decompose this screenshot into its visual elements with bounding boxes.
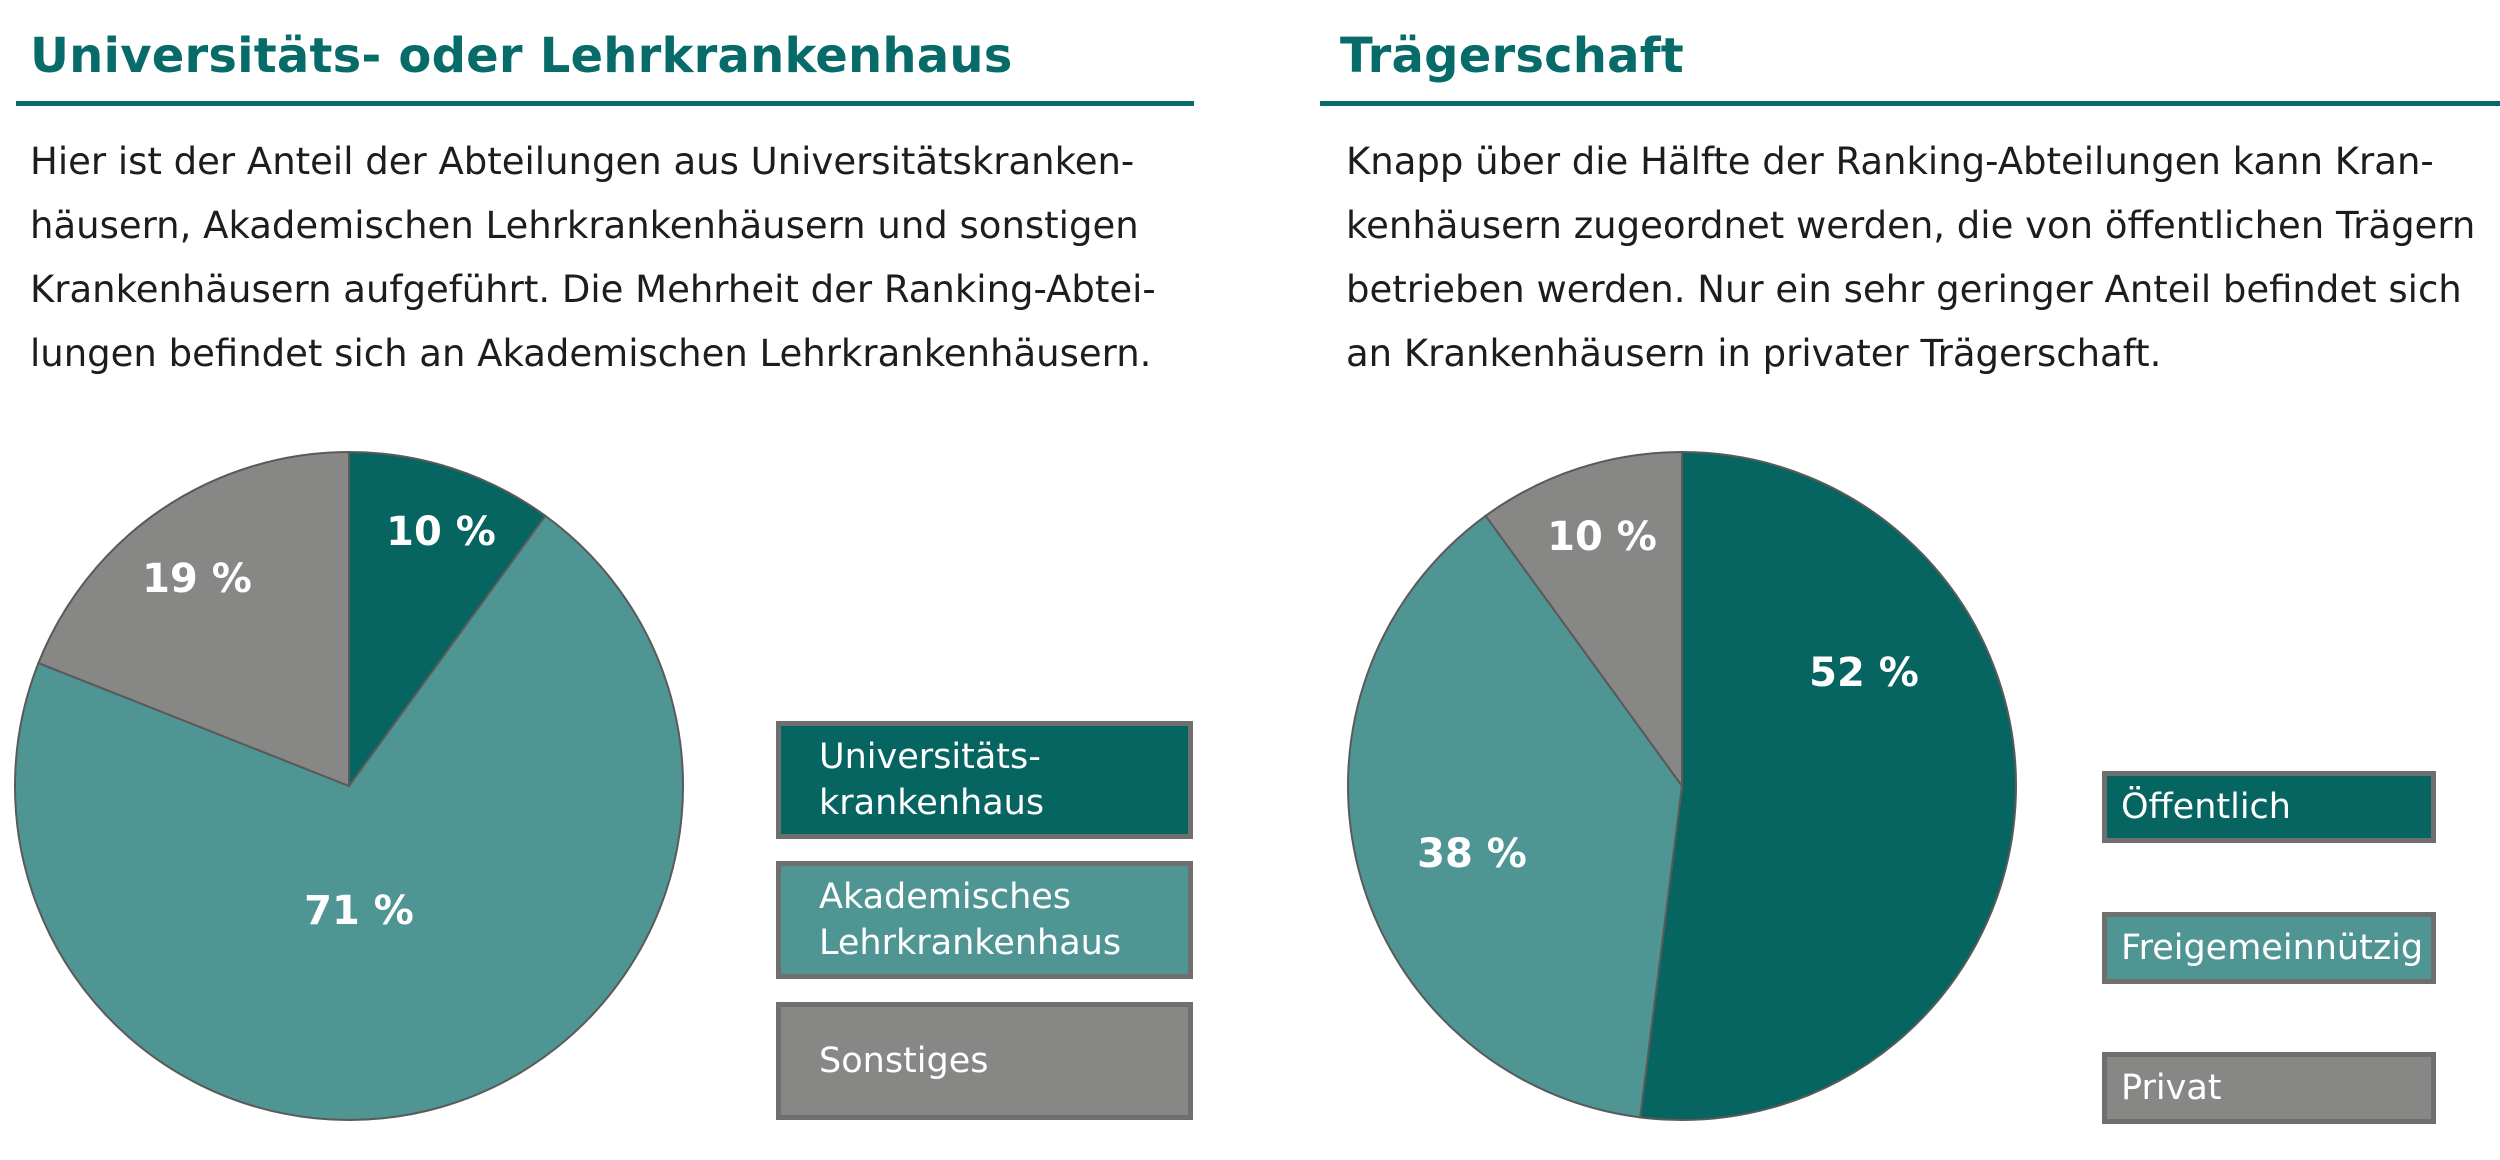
description-line: Krankenhäusern aufgeführt. Die Mehrheit … <box>30 268 1156 311</box>
pie-data-label: 10 % <box>386 509 496 555</box>
description-line: an Krankenhäusern in privater Trägerscha… <box>1346 332 2162 375</box>
legend-label: krankenhaus <box>819 783 1045 823</box>
legend-item-oeffentlich: Öffentlich <box>2102 771 2436 843</box>
pie-data-label: 10 % <box>1547 514 1657 560</box>
pie-slice-akademisches-lehrkrankenhaus <box>14 514 684 1121</box>
description-line: lungen befindet sich an Akademischen Leh… <box>30 332 1152 375</box>
description-line: kenhäusern zugeordnet werden, die von öf… <box>1346 204 2476 247</box>
legend-label: Privat <box>2121 1068 2222 1108</box>
description-line: betrieben werden. Nur ein sehr geringer … <box>1346 268 2462 311</box>
legend-label: Lehrkrankenhaus <box>819 923 1122 963</box>
pie-slice-privat <box>1484 450 1683 790</box>
panel-title: Trägerschaft <box>1340 28 1684 84</box>
legend-item-akademisches-lehrkrankenhaus: Akademisches Lehrkrankenhaus <box>776 861 1193 979</box>
pie-data-label: 52 % <box>1809 650 1919 696</box>
panel-ownership: Trägerschaft Knapp über die Hälfte der R… <box>1310 0 2500 1160</box>
legend-label: Universitäts- <box>819 737 1041 777</box>
description: Hier ist der Anteil der Abteilungen aus … <box>30 130 1156 386</box>
title-divider <box>16 101 1194 106</box>
panel-title: Universitäts- oder Lehrkrankenhaus <box>30 28 1013 84</box>
title-divider <box>1320 101 2500 106</box>
legend-item-sonstiges: Sonstiges <box>776 1002 1193 1120</box>
legend-item-freigemeinnuetzig: Freigemeinnützig <box>2102 912 2436 984</box>
panel-hospital-type: Universitäts- oder Lehrkrankenhaus Hier … <box>0 0 1220 1160</box>
description-line: Hier ist der Anteil der Abteilungen aus … <box>30 140 1135 183</box>
pie-data-label: 71 % <box>304 888 414 934</box>
pie-chart-hospital-type: 10 % 71 % 19 % <box>14 450 684 1121</box>
pie-data-label: 38 % <box>1417 831 1527 877</box>
pie-data-label: 19 % <box>142 556 252 602</box>
pie-slice-universit-tskrankenhaus <box>348 450 547 790</box>
pie-slice-freigemeinn-tzig <box>1346 514 1684 1119</box>
description-line: häusern, Akademischen Lehrkrankenhäusern… <box>30 204 1139 247</box>
description: Knapp über die Hälfte der Ranking-Abteil… <box>1346 130 2475 386</box>
pie-slice-sonstiges <box>37 450 350 788</box>
pie-slice--ffentlich <box>1639 450 2017 1121</box>
description-line: Knapp über die Hälfte der Ranking-Abteil… <box>1346 140 2434 183</box>
legend-item-universitaetskrankenhaus: Universitäts- krankenhaus <box>776 721 1193 839</box>
legend-label: Akademisches <box>819 877 1072 917</box>
legend-label: Freigemeinnützig <box>2121 928 2424 968</box>
pie-chart-ownership: 52 % 38 % 10 % <box>1346 450 2017 1121</box>
legend-item-privat: Privat <box>2102 1052 2436 1124</box>
legend-label: Öffentlich <box>2121 787 2291 827</box>
legend-label: Sonstiges <box>819 1041 989 1081</box>
